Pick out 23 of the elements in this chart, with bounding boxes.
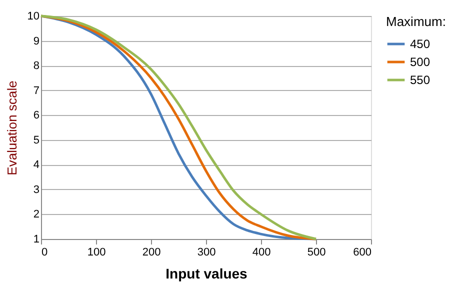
x-tick-label: 500 <box>307 246 326 258</box>
y-tick-label: 3 <box>33 184 40 196</box>
x-tick-label: 400 <box>252 246 271 258</box>
x-tick-label: 600 <box>353 246 372 258</box>
y-tick-label: 1 <box>33 234 40 246</box>
y-tick-label: 9 <box>33 35 40 48</box>
legend-label: 450 <box>410 37 430 51</box>
x-tick-label: 300 <box>197 246 216 258</box>
y-tick-label: 7 <box>33 84 40 97</box>
x-tick-label: 0 <box>42 246 48 258</box>
y-tick-label: 5 <box>33 134 40 146</box>
x-tick-label: 200 <box>142 246 161 258</box>
y-axis-title: Evaluation scale <box>4 80 20 176</box>
y-tick-label: 8 <box>33 60 40 72</box>
y-tick-label: 2 <box>33 208 40 221</box>
legend-label: 550 <box>410 73 430 87</box>
y-tick-label: 4 <box>33 159 40 172</box>
legend-title: Maximum: <box>386 14 446 29</box>
x-tick-label: 100 <box>87 246 106 258</box>
y-tick-label: 10 <box>27 10 40 22</box>
x-axis-title: Input values <box>166 266 248 282</box>
legend-label: 500 <box>410 55 430 69</box>
y-tick-label: 6 <box>33 110 40 122</box>
